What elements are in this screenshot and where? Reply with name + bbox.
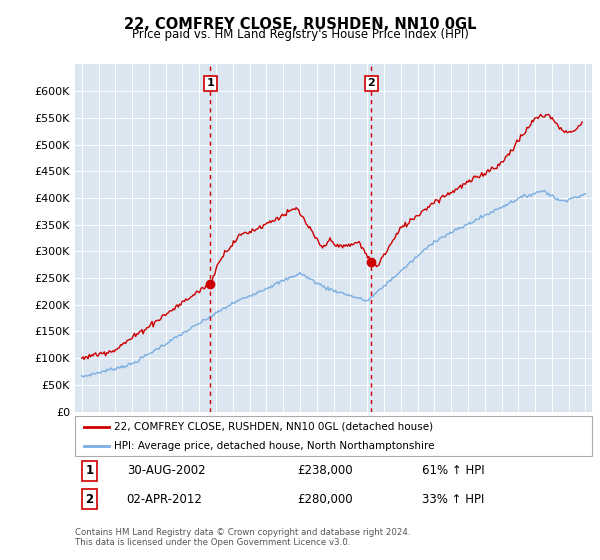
- Text: 61% ↑ HPI: 61% ↑ HPI: [422, 464, 484, 478]
- Text: 22, COMFREY CLOSE, RUSHDEN, NN10 0GL: 22, COMFREY CLOSE, RUSHDEN, NN10 0GL: [124, 17, 476, 32]
- Text: £280,000: £280,000: [298, 493, 353, 506]
- Text: 30-AUG-2002: 30-AUG-2002: [127, 464, 205, 478]
- FancyBboxPatch shape: [75, 416, 592, 456]
- Text: 02-APR-2012: 02-APR-2012: [127, 493, 203, 506]
- Text: 1: 1: [206, 78, 214, 88]
- Text: Price paid vs. HM Land Registry's House Price Index (HPI): Price paid vs. HM Land Registry's House …: [131, 28, 469, 41]
- Text: 2: 2: [368, 78, 375, 88]
- Text: £238,000: £238,000: [298, 464, 353, 478]
- Text: Contains HM Land Registry data © Crown copyright and database right 2024.
This d: Contains HM Land Registry data © Crown c…: [75, 528, 410, 547]
- Text: 1: 1: [85, 464, 94, 478]
- Text: 33% ↑ HPI: 33% ↑ HPI: [422, 493, 484, 506]
- Text: HPI: Average price, detached house, North Northamptonshire: HPI: Average price, detached house, Nort…: [114, 441, 434, 451]
- Text: 2: 2: [85, 493, 94, 506]
- Text: 22, COMFREY CLOSE, RUSHDEN, NN10 0GL (detached house): 22, COMFREY CLOSE, RUSHDEN, NN10 0GL (de…: [114, 422, 433, 432]
